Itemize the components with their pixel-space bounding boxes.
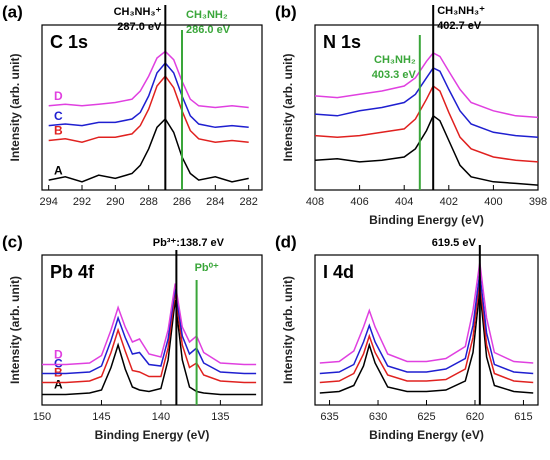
- annotation-text: CH₃NH₃⁺: [114, 6, 162, 18]
- y-axis-label: Intensity (arb. unit): [8, 53, 22, 161]
- spectrum-line: [319, 272, 534, 375]
- spectrum-line: [319, 278, 534, 384]
- annotation-text: CH₃NH₂: [186, 9, 228, 21]
- spectrum-line: [42, 287, 257, 375]
- legend-label: B: [54, 366, 63, 380]
- x-tick-label: 615: [514, 411, 532, 423]
- legend-label: C: [54, 109, 63, 123]
- spectrum-line: [42, 292, 257, 384]
- plot-frame: [314, 24, 539, 191]
- x-axis-label: Binding Energy (eV): [95, 428, 210, 442]
- spectrum-line: [48, 117, 249, 183]
- x-tick-label: 406: [350, 196, 368, 208]
- legend-label: C: [54, 357, 63, 371]
- spectrum-line: [48, 74, 249, 143]
- x-tick-label: 294: [39, 196, 57, 208]
- legend-label: A: [54, 378, 63, 392]
- annotation-text: Pb⁰⁺: [195, 262, 219, 274]
- x-tick-label: 620: [466, 411, 484, 423]
- x-tick-label: 404: [395, 196, 413, 208]
- annotation-text: 287.0 eV: [117, 21, 162, 33]
- annotation-text: 402.7 eV: [437, 20, 482, 32]
- y-axis-label: Intensity (arb. unit): [281, 53, 295, 161]
- x-tick-label: 635: [320, 411, 338, 423]
- annotation-text: CH₃NH₃⁺: [437, 5, 485, 17]
- spectrum-line: [314, 52, 539, 119]
- panel-title: I 4d: [323, 262, 354, 282]
- panel-title: C 1s: [50, 32, 88, 52]
- plot-frame: [41, 254, 263, 406]
- x-tick-label: 286: [173, 196, 191, 208]
- x-tick-label: 282: [239, 196, 257, 208]
- panel-title: N 1s: [323, 32, 361, 52]
- annotation-text: Pb³⁺:138.7 eV: [153, 237, 225, 249]
- spectrum-line: [42, 299, 257, 396]
- legend-label: B: [54, 124, 63, 138]
- legend-label: D: [54, 89, 63, 103]
- panel-label: (b): [275, 2, 297, 21]
- spectrum-line: [319, 262, 534, 364]
- x-tick-label: 625: [417, 411, 435, 423]
- spectrum-line: [48, 50, 249, 109]
- annotation-text: 286.0 eV: [186, 24, 231, 36]
- spectrum-line: [42, 283, 257, 366]
- x-tick-label: 135: [211, 411, 229, 423]
- x-tick-label: 150: [33, 411, 51, 423]
- legend-label: D: [54, 348, 63, 362]
- spectrum-line: [314, 66, 539, 138]
- x-tick-label: 408: [306, 196, 324, 208]
- x-tick-label: 400: [484, 196, 502, 208]
- x-tick-label: 630: [369, 411, 387, 423]
- annotation-text: 619.5 eV: [432, 237, 477, 249]
- spectrum-line: [314, 114, 539, 186]
- spectrum-line: [314, 84, 539, 163]
- x-tick-label: 398: [529, 196, 547, 208]
- x-tick-label: 288: [139, 196, 157, 208]
- spectrum-line: [319, 289, 534, 394]
- panel-title: Pb 4f: [50, 262, 95, 282]
- plot-frame: [41, 24, 263, 191]
- panel-label: (a): [2, 2, 23, 21]
- y-axis-label: Intensity (arb. unit): [8, 276, 22, 384]
- x-axis-label: Binding Energy (eV): [369, 213, 484, 227]
- annotation-text: CH₃NH₂: [374, 54, 416, 66]
- legend-label: A: [54, 163, 63, 177]
- x-axis-label: Binding Energy (eV): [369, 428, 484, 442]
- y-axis-label: Intensity (arb. unit): [281, 276, 295, 384]
- annotation-text: 403.3 eV: [372, 69, 417, 81]
- x-tick-label: 140: [152, 411, 170, 423]
- panel-label: (c): [2, 232, 23, 251]
- spectrum-line: [48, 61, 249, 129]
- x-tick-label: 292: [73, 196, 91, 208]
- x-tick-label: 290: [106, 196, 124, 208]
- x-tick-label: 402: [440, 196, 458, 208]
- x-tick-label: 284: [206, 196, 224, 208]
- panel-label: (d): [275, 232, 297, 251]
- x-tick-label: 145: [92, 411, 110, 423]
